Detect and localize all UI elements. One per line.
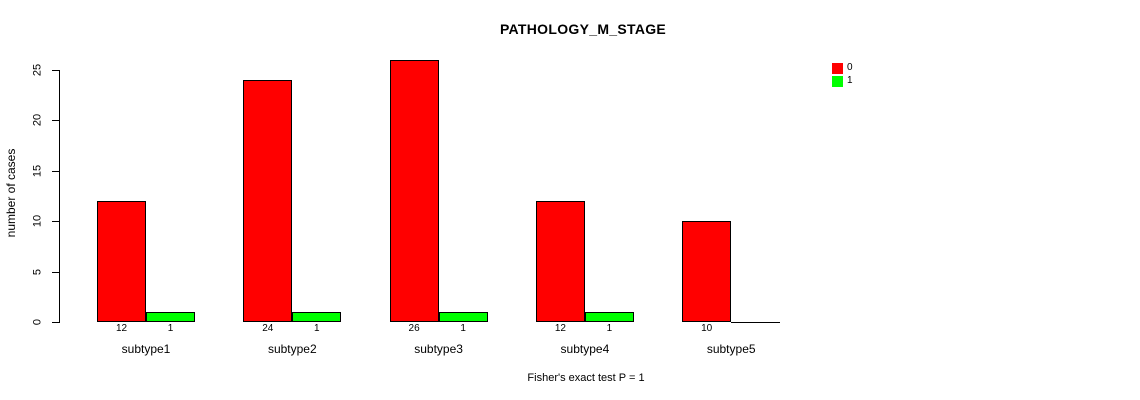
y-tick-0 (52, 322, 59, 323)
bar-value-label-subtype1-0: 12 (115, 323, 128, 334)
bar-value-label-subtype4-0: 12 (554, 323, 566, 334)
bar-subtype4-series-1 (584, 311, 634, 322)
y-tick-label-10: 10 (31, 215, 44, 228)
bar-value-label-subtype2-0: 24 (262, 323, 274, 334)
y-axis-line (59, 69, 60, 323)
x-category-label-subtype2: subtype2 (267, 342, 317, 356)
bar-subtype2-series-0 (243, 80, 293, 322)
x-category-label-subtype3: subtype3 (414, 342, 463, 356)
legend-label-1: 1 (847, 75, 853, 86)
x-category-label-subtype4: subtype4 (560, 342, 610, 356)
bar-subtype3-series-1 (438, 311, 488, 322)
bar-value-label-subtype3-1: 1 (460, 323, 466, 334)
bar-subtype2-series-1 (292, 311, 342, 322)
y-tick-5 (52, 271, 59, 273)
bar-value-label-subtype1-1: 1 (167, 323, 174, 334)
y-tick-label-25: 25 (31, 63, 44, 77)
x-category-label-subtype5: subtype5 (706, 342, 756, 356)
y-tick-10 (52, 221, 59, 223)
zero-bar-subtype5-series-1 (731, 322, 781, 323)
bar-value-label-subtype2-1: 1 (314, 323, 320, 334)
legend-swatch-green (832, 75, 843, 87)
y-tick-label-15: 15 (31, 164, 44, 177)
legend: 0 1 (832, 62, 853, 88)
y-tick-label-20: 20 (31, 114, 44, 127)
y-axis-label: number of cases (4, 148, 18, 238)
bar-value-label-subtype4-1: 1 (606, 323, 613, 334)
legend-item-1: 1 (832, 75, 853, 87)
bar-subtype5-series-0 (682, 221, 732, 322)
bar-value-label-subtype5-0: 10 (701, 323, 713, 334)
y-tick-label-5: 5 (31, 268, 44, 275)
y-tick-20 (52, 120, 59, 122)
bar-subtype4-series-0 (535, 201, 585, 322)
bar-value-label-subtype3-0: 26 (408, 323, 420, 334)
y-tick-label-0: 0 (31, 318, 44, 326)
legend-label-0: 0 (847, 62, 853, 73)
bar-subtype3-series-0 (389, 59, 439, 322)
bar-subtype1-series-1 (146, 311, 195, 322)
x-category-label-subtype1: subtype1 (121, 342, 171, 356)
legend-item-0: 0 (832, 62, 853, 74)
bar-subtype1-series-0 (97, 201, 146, 322)
chart-title: PATHOLOGY_M_STAGE (499, 21, 667, 37)
y-tick-25 (52, 70, 59, 71)
fisher-test-caption: Fisher's exact test P = 1 (527, 372, 645, 384)
y-tick-15 (52, 170, 59, 172)
legend-swatch-red (832, 62, 843, 74)
